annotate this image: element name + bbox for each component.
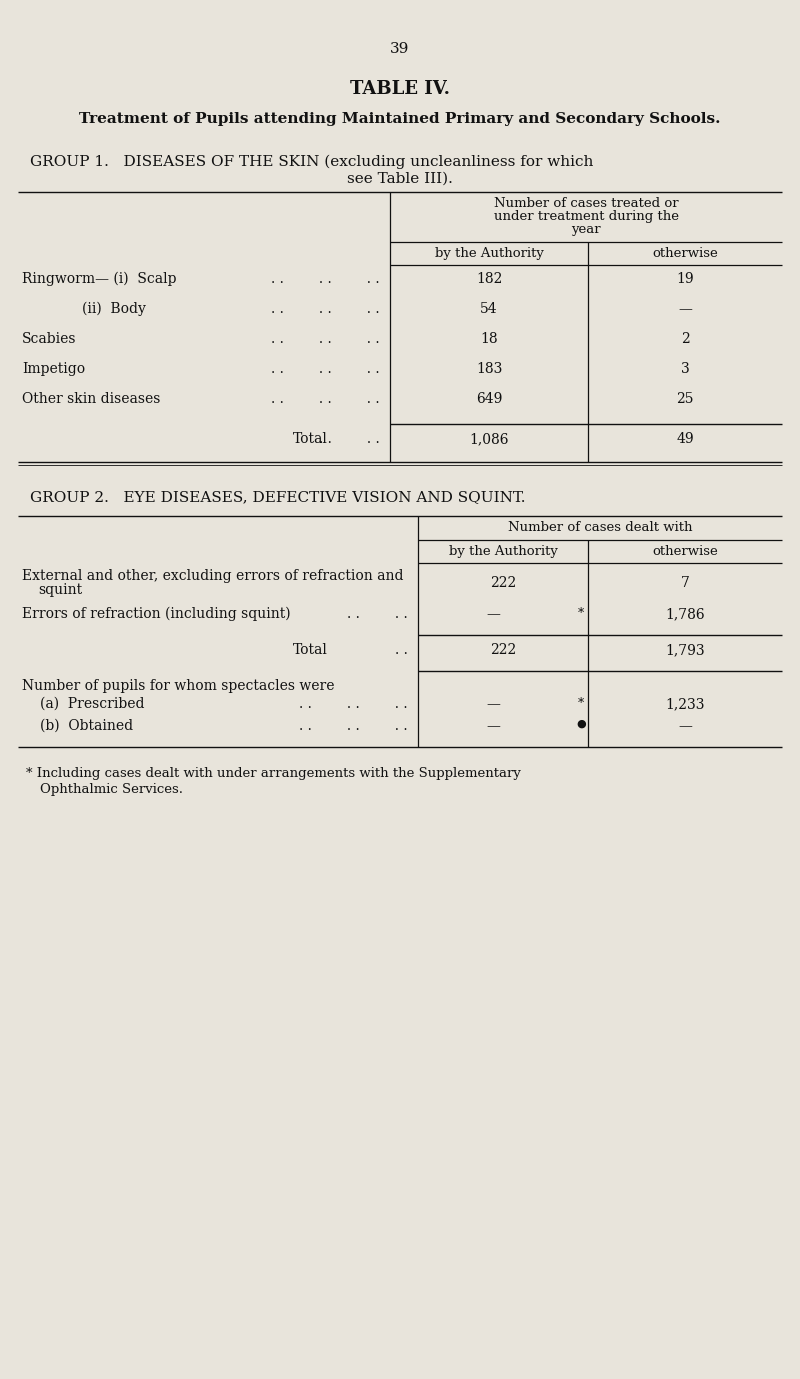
Text: Ophthalmic Services.: Ophthalmic Services. (40, 783, 183, 796)
Text: Treatment of Pupils attending Maintained Primary and Secondary Schools.: Treatment of Pupils attending Maintained… (79, 112, 721, 125)
Text: 25: 25 (676, 392, 694, 405)
Text: * Including cases dealt with under arrangements with the Supplementary: * Including cases dealt with under arran… (26, 767, 521, 781)
Text: TABLE IV.: TABLE IV. (350, 80, 450, 98)
Text: 1,086: 1,086 (470, 432, 509, 445)
Text: 49: 49 (676, 432, 694, 445)
Text: by the Authority: by the Authority (449, 545, 558, 558)
Text: External and other, excluding errors of refraction and: External and other, excluding errors of … (22, 570, 403, 583)
Text: otherwise: otherwise (652, 247, 718, 261)
Text: . .        . .: . . . . (319, 432, 380, 445)
Text: 183: 183 (476, 363, 502, 376)
Text: GROUP 1.   DISEASES OF THE SKIN (excluding uncleanliness for which: GROUP 1. DISEASES OF THE SKIN (excluding… (30, 154, 594, 170)
Text: . .        . .: . . . . (347, 607, 408, 621)
Text: 2: 2 (681, 332, 690, 346)
Text: Other skin diseases: Other skin diseases (22, 392, 160, 405)
Text: . .        . .        . .: . . . . . . (299, 696, 408, 712)
Text: otherwise: otherwise (652, 545, 718, 558)
Text: 222: 222 (490, 576, 516, 590)
Text: Ringworm— (i)  Scalp: Ringworm— (i) Scalp (22, 272, 177, 287)
Text: —: — (486, 696, 500, 712)
Text: Impetigo: Impetigo (22, 363, 85, 376)
Text: under treatment during the: under treatment during the (494, 210, 678, 223)
Text: 3: 3 (681, 363, 690, 376)
Text: 19: 19 (676, 272, 694, 285)
Text: (ii)  Body: (ii) Body (82, 302, 146, 316)
Text: . .        . .        . .: . . . . . . (271, 332, 380, 346)
Text: 649: 649 (476, 392, 502, 405)
Text: (a)  Prescribed: (a) Prescribed (40, 696, 145, 712)
Text: . .        . .        . .: . . . . . . (271, 363, 380, 376)
Text: . .: . . (395, 643, 408, 656)
Text: 7: 7 (681, 576, 690, 590)
Text: Scabies: Scabies (22, 332, 77, 346)
Text: by the Authority: by the Authority (434, 247, 543, 261)
Text: 18: 18 (480, 332, 498, 346)
Text: squint: squint (38, 583, 82, 597)
Text: . .        . .        . .: . . . . . . (271, 392, 380, 405)
Text: GROUP 2.   EYE DISEASES, DEFECTIVE VISION AND SQUINT.: GROUP 2. EYE DISEASES, DEFECTIVE VISION … (30, 490, 526, 503)
Text: Number of cases dealt with: Number of cases dealt with (508, 521, 692, 534)
Text: 54: 54 (480, 302, 498, 316)
Text: 1,793: 1,793 (665, 643, 705, 656)
Text: (b)  Obtained: (b) Obtained (40, 718, 133, 734)
Text: 222: 222 (490, 643, 516, 656)
Text: —: — (678, 302, 692, 316)
Text: *: * (578, 696, 584, 710)
Text: 1,786: 1,786 (665, 607, 705, 621)
Text: ●: ● (576, 718, 586, 729)
Text: year: year (571, 223, 601, 236)
Text: 1,233: 1,233 (666, 696, 705, 712)
Text: . .        . .        . .: . . . . . . (299, 718, 408, 734)
Text: —: — (486, 718, 500, 734)
Text: see Table III).: see Table III). (347, 172, 453, 186)
Text: . .        . .        . .: . . . . . . (271, 302, 380, 316)
Text: Number of cases treated or: Number of cases treated or (494, 197, 678, 210)
Text: . .        . .        . .: . . . . . . (271, 272, 380, 285)
Text: Number of pupils for whom spectacles were: Number of pupils for whom spectacles wer… (22, 678, 334, 694)
Text: *: * (578, 607, 584, 621)
Text: Total: Total (293, 643, 327, 656)
Text: 39: 39 (390, 41, 410, 57)
Text: —: — (678, 718, 692, 734)
Text: Total: Total (293, 432, 327, 445)
Text: 182: 182 (476, 272, 502, 285)
Text: —: — (486, 607, 500, 621)
Text: Errors of refraction (including squint): Errors of refraction (including squint) (22, 607, 290, 622)
